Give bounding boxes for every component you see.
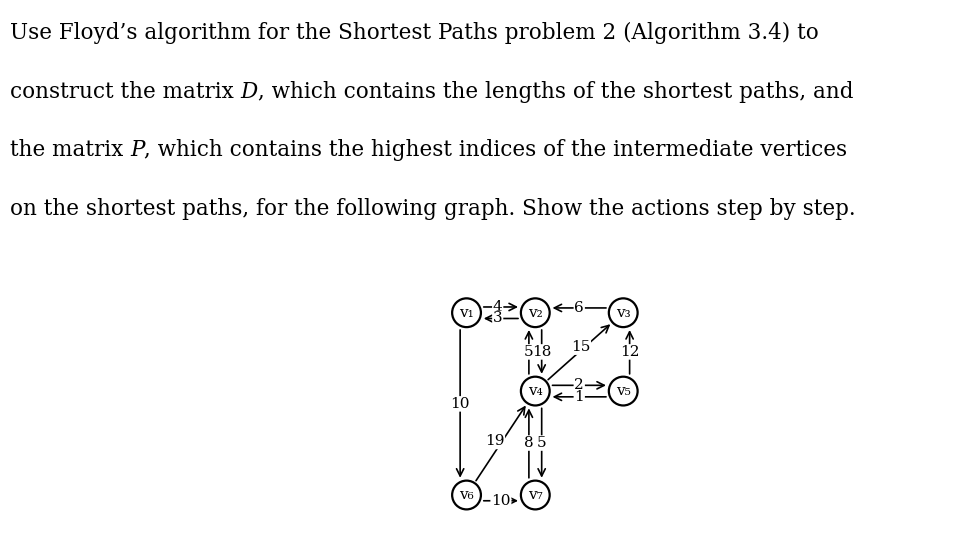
- Text: v₇: v₇: [528, 488, 543, 502]
- Text: 1: 1: [574, 390, 584, 404]
- Text: v₄: v₄: [528, 384, 543, 398]
- Text: construct the matrix: construct the matrix: [10, 81, 240, 102]
- Text: 4: 4: [493, 300, 503, 314]
- Circle shape: [521, 377, 550, 405]
- Text: 8: 8: [524, 436, 534, 450]
- Text: 3: 3: [493, 312, 502, 326]
- Text: 2: 2: [574, 378, 584, 392]
- Circle shape: [609, 298, 637, 327]
- Circle shape: [452, 481, 481, 509]
- Text: on the shortest paths, for the following graph. Show the actions step by step.: on the shortest paths, for the following…: [10, 198, 855, 220]
- Circle shape: [521, 298, 550, 327]
- Text: v₃: v₃: [616, 306, 631, 320]
- Circle shape: [609, 377, 637, 405]
- Text: Use Floyd’s algorithm for the Shortest Paths problem 2 (Algorithm 3.4) to: Use Floyd’s algorithm for the Shortest P…: [10, 22, 818, 44]
- Text: 10: 10: [450, 397, 470, 411]
- Circle shape: [452, 298, 481, 327]
- Text: 12: 12: [620, 345, 639, 359]
- Text: v₆: v₆: [459, 488, 474, 502]
- Text: v₁: v₁: [459, 306, 474, 320]
- Text: v₂: v₂: [528, 306, 543, 320]
- Text: D: D: [240, 81, 258, 102]
- Text: 5: 5: [524, 345, 534, 359]
- Text: , which contains the lengths of the shortest paths, and: , which contains the lengths of the shor…: [258, 81, 853, 102]
- Text: , which contains the highest indices of the intermediate vertices: , which contains the highest indices of …: [144, 139, 847, 161]
- Text: 6: 6: [574, 301, 584, 315]
- Text: 19: 19: [485, 435, 504, 448]
- Circle shape: [521, 481, 550, 509]
- Text: the matrix: the matrix: [10, 139, 129, 161]
- Text: 5: 5: [537, 436, 547, 450]
- Text: 18: 18: [532, 345, 552, 359]
- Text: v₅: v₅: [616, 384, 631, 398]
- Text: 15: 15: [571, 340, 591, 354]
- Text: P: P: [129, 139, 144, 161]
- Text: 10: 10: [491, 494, 511, 508]
